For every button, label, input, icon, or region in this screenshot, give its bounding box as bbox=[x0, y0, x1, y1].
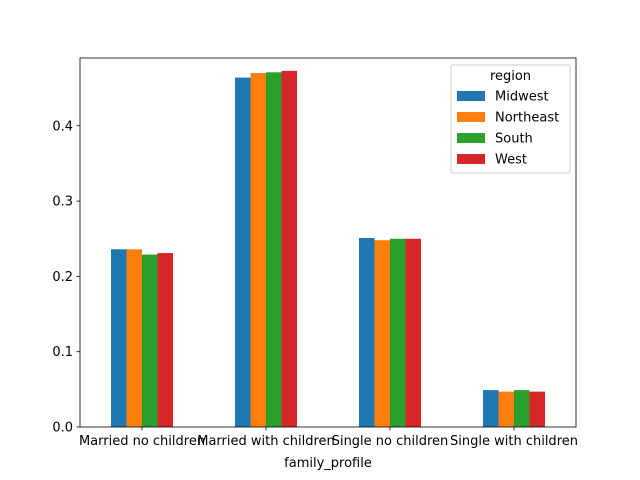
bar-west-1 bbox=[281, 70, 297, 428]
y-ticks-group: 0.0 0.1 0.2 0.3 0.4 bbox=[52, 119, 80, 436]
plot-frame bbox=[79, 57, 577, 428]
bar-northeast-1 bbox=[250, 73, 266, 428]
axes-group bbox=[79, 57, 577, 428]
bar-west-3 bbox=[529, 391, 545, 427]
legend-swatch-northeast bbox=[457, 112, 485, 122]
bar-south-3 bbox=[514, 390, 530, 427]
bar-midwest-0 bbox=[111, 249, 127, 427]
bar-northeast-0 bbox=[126, 249, 142, 427]
bar-south-2 bbox=[390, 238, 406, 427]
legend: region Midwest Northeast South West bbox=[450, 64, 571, 174]
x-axis-label: family_profile bbox=[284, 456, 372, 471]
y-tick-label: 0.1 bbox=[52, 345, 73, 360]
bar-west-2 bbox=[405, 238, 421, 427]
bar-midwest-2 bbox=[359, 237, 375, 427]
bar-midwest-1 bbox=[235, 77, 251, 427]
legend-label-south: South bbox=[495, 132, 533, 147]
bar-south-1 bbox=[266, 72, 282, 427]
y-tick-label: 0.2 bbox=[52, 270, 73, 285]
legend-title: region bbox=[490, 69, 531, 84]
x-tick-label: Single no children bbox=[332, 434, 449, 449]
legend-label-northeast: Northeast bbox=[495, 111, 559, 126]
y-tick-label: 0.0 bbox=[52, 421, 73, 436]
bar-northeast-3 bbox=[498, 391, 514, 427]
y-tick-label: 0.4 bbox=[52, 119, 73, 134]
legend-swatch-south bbox=[457, 133, 485, 143]
bar-midwest-3 bbox=[483, 390, 499, 427]
x-tick-label: Married no children bbox=[79, 434, 205, 449]
bars-group bbox=[111, 70, 545, 428]
legend-label-west: West bbox=[495, 153, 527, 168]
legend-swatch-midwest bbox=[457, 91, 485, 101]
y-tick-label: 0.3 bbox=[52, 195, 73, 210]
bar-northeast-2 bbox=[374, 240, 390, 427]
legend-swatch-west bbox=[457, 154, 485, 164]
bar-west-0 bbox=[157, 253, 173, 427]
bar-south-0 bbox=[142, 254, 158, 427]
x-tick-label: Single with children bbox=[450, 434, 578, 449]
x-tick-label: Married with children bbox=[197, 434, 335, 449]
legend-label-midwest: Midwest bbox=[495, 90, 549, 105]
